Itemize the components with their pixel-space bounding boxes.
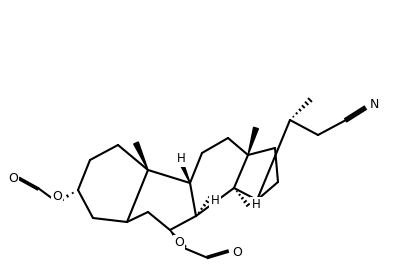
Text: O: O <box>52 190 62 204</box>
Text: O: O <box>232 246 241 258</box>
Text: O: O <box>8 172 18 184</box>
Polygon shape <box>133 142 148 170</box>
Polygon shape <box>247 127 258 155</box>
Text: H: H <box>251 198 260 212</box>
Text: O: O <box>174 236 183 250</box>
Polygon shape <box>179 161 190 183</box>
Text: H: H <box>176 153 185 165</box>
Text: H: H <box>210 193 219 207</box>
Polygon shape <box>170 230 185 250</box>
Text: N: N <box>369 98 378 112</box>
